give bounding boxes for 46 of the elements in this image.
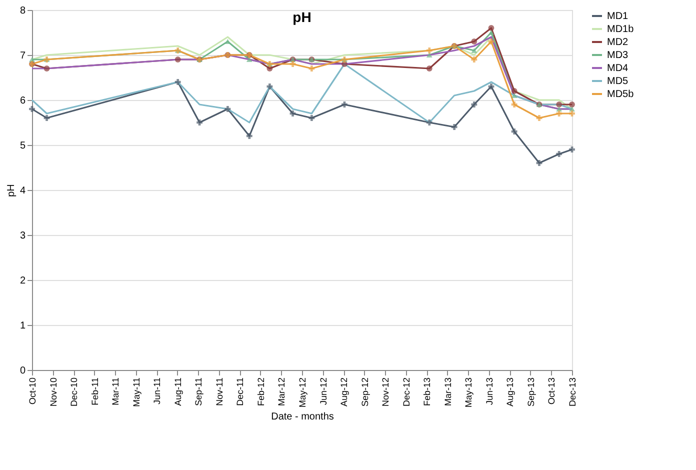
x-tick-label: Oct-10 bbox=[28, 378, 38, 405]
x-tick-label: Jun-11 bbox=[152, 378, 162, 404]
y-axis-title: pH bbox=[6, 184, 17, 197]
legend-label: MD1b bbox=[607, 24, 634, 35]
y-tick-label: 6 bbox=[20, 96, 26, 106]
x-tick-label: Aug-11 bbox=[172, 378, 183, 406]
legend-label: MD4 bbox=[607, 63, 629, 74]
y-tick-label: 4 bbox=[20, 186, 26, 196]
x-tick-label: Jun-13 bbox=[484, 378, 494, 406]
x-tick-label: Nov-12 bbox=[380, 378, 391, 407]
y-tick-label: 5 bbox=[20, 140, 26, 152]
x-tick-label: Feb-12 bbox=[256, 378, 266, 406]
x-tick-label: May-13 bbox=[464, 378, 474, 408]
x-tick-label: Jun-12 bbox=[318, 378, 328, 406]
x-tick-label: Dec-11 bbox=[235, 378, 246, 406]
y-tick-label: 3 bbox=[20, 230, 26, 242]
x-axis-title: Date - months bbox=[271, 412, 334, 423]
x-tick-label: Mar-11 bbox=[110, 378, 121, 406]
x-tick-label: Mar-13 bbox=[442, 378, 453, 406]
x-tick-label: Nov-11 bbox=[214, 378, 224, 406]
x-tick-label: May-11 bbox=[131, 378, 142, 407]
x-tick-label: Dec-10 bbox=[69, 378, 80, 407]
x-tick-label: Aug-12 bbox=[339, 378, 350, 407]
x-tick-label: Sep-11 bbox=[194, 378, 204, 406]
y-tick-label: 0 bbox=[20, 366, 26, 376]
x-tick-label: Dec-12 bbox=[401, 378, 412, 407]
legend-label: MD2 bbox=[607, 37, 629, 48]
y-tick-label: 8 bbox=[20, 6, 26, 16]
legend-label: MD3 bbox=[607, 50, 629, 61]
x-tick-label: Nov-10 bbox=[48, 378, 58, 407]
y-tick-label: 2 bbox=[20, 276, 26, 286]
x-tick-label: Oct-13 bbox=[546, 378, 557, 405]
x-tick-label: Feb-13 bbox=[422, 378, 432, 406]
y-tick-label: 1 bbox=[20, 320, 26, 332]
legend-label: MD5b bbox=[607, 89, 634, 100]
x-tick-label: Dec-13 bbox=[568, 378, 578, 407]
x-tick-label: Sep-12 bbox=[360, 378, 370, 407]
chart-title: pH bbox=[292, 9, 312, 25]
y-tick-label: 7 bbox=[20, 50, 26, 62]
x-tick-label: Feb-11 bbox=[90, 378, 100, 406]
x-tick-label: Mar-12 bbox=[276, 378, 287, 406]
legend-label: MD1 bbox=[607, 11, 629, 22]
x-tick-label: Sep-13 bbox=[526, 378, 536, 407]
x-tick-label: Aug-13 bbox=[505, 378, 516, 407]
x-tick-label: May-12 bbox=[298, 378, 308, 408]
legend-label: MD5 bbox=[607, 76, 629, 87]
